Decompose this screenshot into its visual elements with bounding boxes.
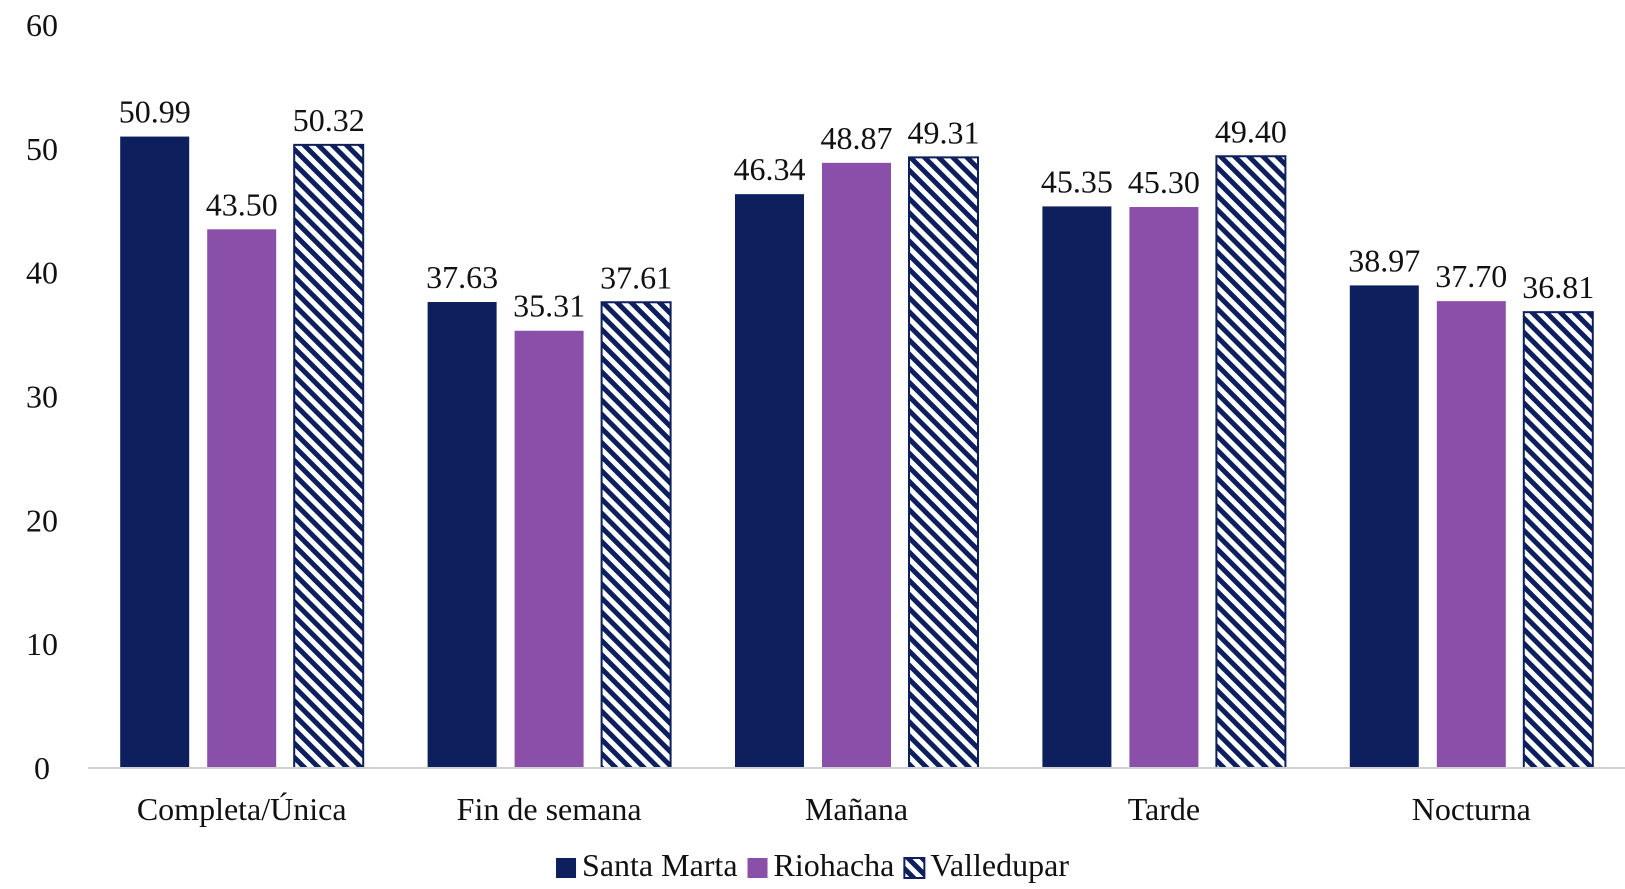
legend-item-santa-marta: Santa Marta [556, 847, 738, 883]
data-label: 36.81 [1522, 269, 1594, 305]
data-label: 50.32 [293, 102, 365, 138]
bar-valledupar [600, 301, 672, 769]
data-label: 43.50 [206, 186, 278, 222]
legend-label: Santa Marta [582, 847, 738, 883]
y-axis: 0 10 20 30 40 50 60 [26, 7, 58, 786]
y-tick-label: 20 [26, 502, 58, 538]
x-axis: Completa/Única Fin de semana Mañana Tarde No… [88, 767, 1625, 827]
bar-riohacha [822, 162, 891, 768]
data-label: 37.61 [600, 259, 672, 295]
data-label: 45.35 [1041, 163, 1113, 199]
x-tick-label: Tarde [1128, 791, 1200, 827]
bar-riohacha [207, 229, 277, 768]
data-label: 48.87 [821, 120, 893, 156]
bar-santa-marta [1349, 285, 1419, 768]
legend-item-riohacha: Riohacha [747, 847, 895, 883]
legend-swatch [747, 858, 768, 878]
data-label: 38.97 [1348, 242, 1420, 278]
bar-riohacha [1129, 207, 1199, 768]
bar-valledupar [1522, 311, 1594, 769]
data-label: 37.63 [426, 259, 498, 295]
y-tick-label: 60 [26, 7, 58, 43]
bars [120, 136, 1594, 770]
bar-riohacha [514, 330, 584, 768]
data-label: 46.34 [734, 151, 806, 187]
x-tick-label: Nocturna [1412, 791, 1531, 827]
data-labels: 50.99 43.50 50.32 37.63 35.31 37.61 46.34 48.87… [119, 94, 1595, 324]
y-tick-label: 30 [26, 379, 58, 415]
legend-label: Valledupar [930, 847, 1069, 883]
bar-valledupar [908, 156, 979, 770]
x-tick-label: Mañana [805, 791, 908, 827]
legend: Santa Marta Riohacha Valledupar [556, 847, 1069, 883]
x-tick-label: Completa/Única [137, 791, 347, 827]
bar-santa-marta [1042, 206, 1112, 768]
y-tick-label: 0 [34, 750, 50, 786]
data-label: 49.40 [1215, 113, 1287, 149]
data-label: 35.31 [513, 288, 585, 324]
legend-swatch [556, 858, 577, 878]
x-tick-label: Fin de semana [457, 791, 642, 827]
bar-santa-marta [427, 302, 497, 768]
legend-swatch [903, 857, 926, 879]
bar-santa-marta [120, 136, 190, 768]
data-label: 45.30 [1128, 164, 1200, 200]
legend-label: Riohacha [774, 847, 895, 883]
legend-item-valledupar: Valledupar [903, 847, 1069, 883]
bar-valledupar [293, 143, 365, 769]
data-label: 37.70 [1435, 258, 1507, 294]
bar-valledupar [1215, 155, 1287, 770]
y-tick-label: 10 [26, 626, 58, 662]
bar-santa-marta [735, 194, 804, 769]
data-label: 50.99 [119, 94, 191, 130]
data-label: 49.31 [908, 114, 980, 150]
y-tick-label: 40 [26, 255, 58, 291]
y-tick-label: 50 [26, 131, 58, 167]
bar-riohacha [1436, 301, 1506, 768]
